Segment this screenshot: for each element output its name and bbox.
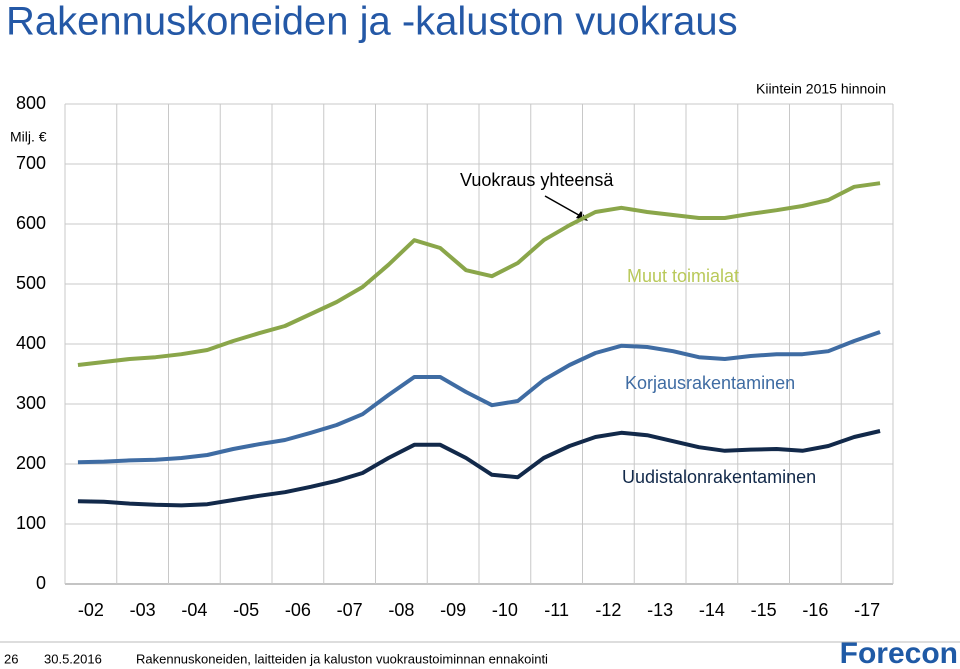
series-line	[77, 181, 881, 367]
y-tick-label: 500	[16, 273, 46, 293]
x-tick-label: -10	[492, 600, 518, 620]
x-tick-label: -05	[233, 600, 259, 620]
x-tick-label: -15	[751, 600, 777, 620]
x-tick-label: -16	[802, 600, 828, 620]
footer-date: 30.5.2016	[44, 651, 102, 666]
y-tick-label: 600	[16, 213, 46, 233]
x-tick-label: -07	[337, 600, 363, 620]
annotation: Vuokraus yhteensä	[460, 170, 614, 190]
x-tick-label: -14	[699, 600, 725, 620]
annotation: Muut toimialat	[627, 266, 739, 286]
y-tick-label: 400	[16, 333, 46, 353]
x-tick-label: -04	[181, 600, 207, 620]
annotation: Korjausrakentaminen	[625, 373, 795, 393]
x-tick-label: -11	[544, 600, 569, 620]
y-tick-label: 100	[16, 513, 46, 533]
x-tick-label: -12	[595, 600, 621, 620]
y-tick-label: 300	[16, 393, 46, 413]
x-tick-label: -03	[130, 600, 156, 620]
series-line	[77, 330, 881, 465]
chart-title: Rakennuskoneiden ja -kaluston vuokraus	[6, 0, 738, 44]
x-tick-label: -09	[440, 600, 466, 620]
annotation: Uudistalonrakentaminen	[622, 467, 816, 487]
x-tick-label: -08	[388, 600, 414, 620]
logo: Forecon	[840, 637, 958, 669]
footer-text: Rakennuskoneiden, laitteiden ja kaluston…	[136, 651, 548, 666]
unit-label: Milj. €	[10, 129, 47, 145]
y-tick-label: 700	[16, 153, 46, 173]
page-number: 26	[4, 651, 18, 666]
y-tick-label: 200	[16, 453, 46, 473]
series-line	[77, 429, 881, 508]
y-tick-label: 0	[36, 573, 46, 593]
x-tick-label: -13	[647, 600, 673, 620]
y-tick-label: 800	[16, 93, 46, 113]
x-tick-label: -06	[285, 600, 311, 620]
arrow	[544, 195, 585, 219]
subtitle: Kiintein 2015 hinnoin	[756, 81, 886, 97]
x-tick-label: -02	[78, 600, 104, 620]
x-tick-label: -17	[854, 600, 880, 620]
